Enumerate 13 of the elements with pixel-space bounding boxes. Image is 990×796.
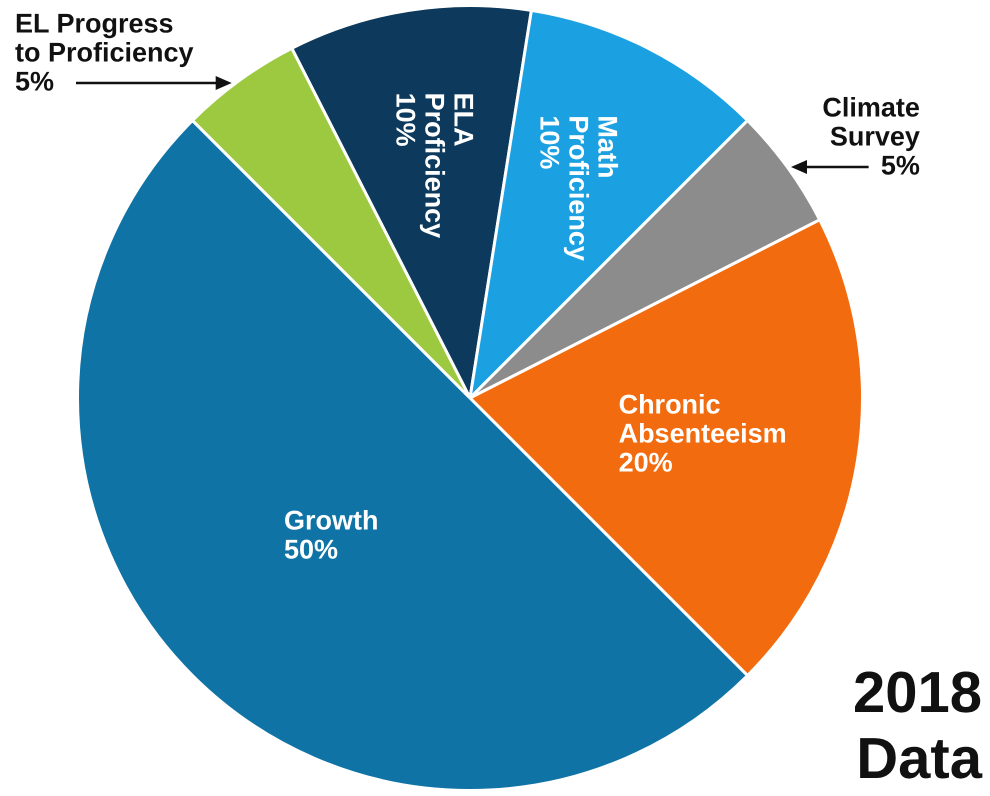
slice-label: Math Proficiency xyxy=(563,115,622,261)
slice-label: ELA Proficiency xyxy=(420,92,479,238)
data-label: 50% xyxy=(284,534,338,565)
data-label: 5% xyxy=(880,150,920,180)
slice-label: Growth xyxy=(284,506,378,536)
slice-label: Climate Survey xyxy=(822,92,920,152)
data-label: 10% xyxy=(534,115,564,170)
slice-label: EL Progress to Proficiency xyxy=(15,8,194,68)
slice-label: Chronic Absenteeism xyxy=(618,389,787,448)
data-label: 20% xyxy=(618,447,673,478)
data-label: 10% xyxy=(390,92,421,147)
data-label: 5% xyxy=(15,66,54,97)
text: 2018 Data xyxy=(852,660,982,792)
